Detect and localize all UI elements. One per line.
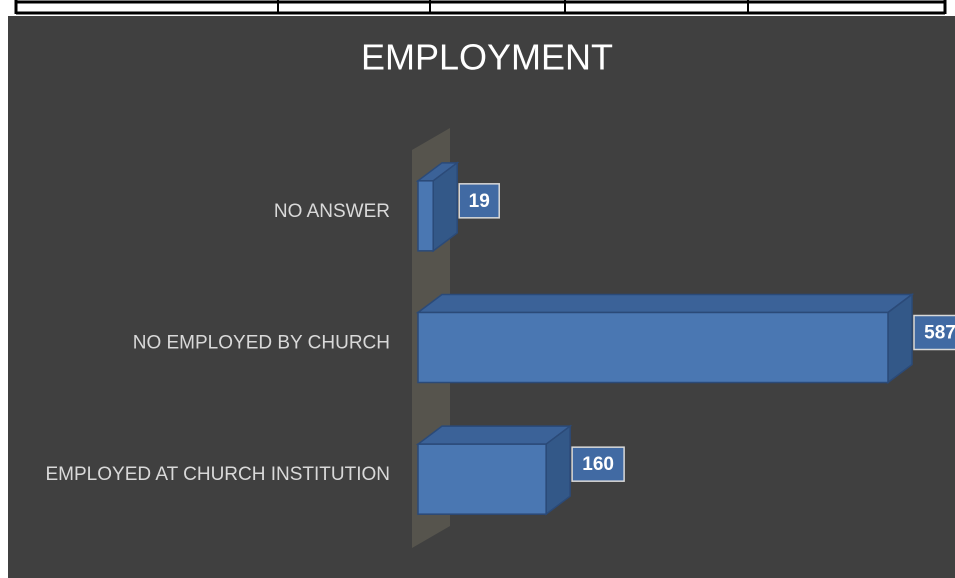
- bar-top: [415, 425, 573, 445]
- bar-top: [415, 293, 915, 314]
- bar: [417, 311, 889, 384]
- data-label-box: [913, 314, 955, 351]
- table-strip: [14, 0, 947, 15]
- data-label: 587: [924, 323, 955, 344]
- chart-title: EMPLOYMENT: [361, 37, 613, 78]
- data-label: 19: [469, 191, 490, 212]
- data-label: 160: [582, 454, 614, 475]
- bar: [417, 180, 434, 252]
- y-tick-label: EMPLOYED AT CHURCH INSTITUTION: [46, 464, 391, 485]
- y-tick-label: NO EMPLOYED BY CHURCH: [133, 333, 390, 354]
- data-label-box: [458, 183, 500, 219]
- bar: [417, 443, 547, 515]
- data-label-box: [571, 446, 625, 482]
- y-tick-label: NO ANSWER: [274, 201, 390, 222]
